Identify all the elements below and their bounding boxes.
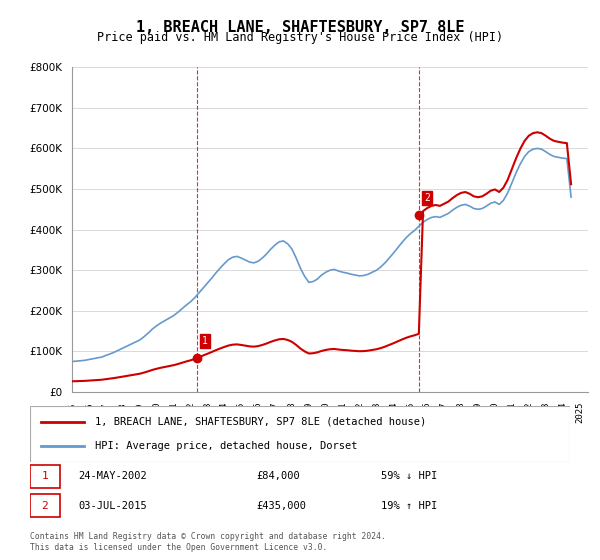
FancyBboxPatch shape bbox=[30, 406, 570, 462]
Text: 03-JUL-2015: 03-JUL-2015 bbox=[79, 501, 148, 511]
Text: £84,000: £84,000 bbox=[257, 471, 301, 481]
Text: HPI: Average price, detached house, Dorset: HPI: Average price, detached house, Dors… bbox=[95, 441, 358, 451]
Text: 59% ↓ HPI: 59% ↓ HPI bbox=[381, 471, 437, 481]
Text: £435,000: £435,000 bbox=[257, 501, 307, 511]
Text: 1, BREACH LANE, SHAFTESBURY, SP7 8LE (detached house): 1, BREACH LANE, SHAFTESBURY, SP7 8LE (de… bbox=[95, 417, 426, 427]
Text: 19% ↑ HPI: 19% ↑ HPI bbox=[381, 501, 437, 511]
Text: 1: 1 bbox=[202, 335, 208, 346]
Text: 2: 2 bbox=[41, 501, 48, 511]
Text: This data is licensed under the Open Government Licence v3.0.: This data is licensed under the Open Gov… bbox=[30, 543, 328, 552]
Text: 1: 1 bbox=[41, 471, 48, 481]
Text: 24-MAY-2002: 24-MAY-2002 bbox=[79, 471, 148, 481]
Text: 2: 2 bbox=[424, 193, 430, 203]
Text: Price paid vs. HM Land Registry's House Price Index (HPI): Price paid vs. HM Land Registry's House … bbox=[97, 31, 503, 44]
FancyBboxPatch shape bbox=[30, 465, 60, 488]
Text: 1, BREACH LANE, SHAFTESBURY, SP7 8LE: 1, BREACH LANE, SHAFTESBURY, SP7 8LE bbox=[136, 20, 464, 35]
FancyBboxPatch shape bbox=[30, 494, 60, 517]
Text: Contains HM Land Registry data © Crown copyright and database right 2024.: Contains HM Land Registry data © Crown c… bbox=[30, 532, 386, 541]
